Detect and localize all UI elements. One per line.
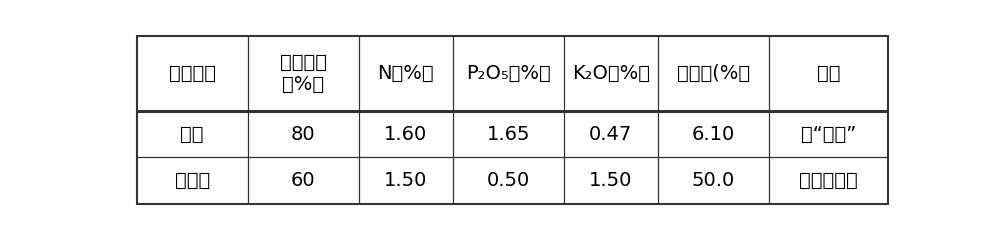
- Text: K₂O（%）: K₂O（%）: [572, 64, 650, 83]
- Text: 除“水分”: 除“水分”: [801, 125, 856, 144]
- Text: P₂O₅（%）: P₂O₅（%）: [466, 64, 551, 83]
- Text: 0.47: 0.47: [589, 125, 632, 144]
- Text: 外，其余成: 外，其余成: [799, 171, 858, 190]
- Text: 1.60: 1.60: [384, 125, 427, 144]
- Text: 0.50: 0.50: [487, 171, 530, 190]
- Text: 6.10: 6.10: [692, 125, 735, 144]
- Text: 样品成分: 样品成分: [169, 64, 216, 83]
- Text: 1.50: 1.50: [384, 171, 427, 190]
- Text: 污泥: 污泥: [180, 125, 204, 144]
- Text: 1.50: 1.50: [589, 171, 632, 190]
- Text: 鲜样水分
（%）: 鲜样水分 （%）: [280, 53, 327, 94]
- Text: N（%）: N（%）: [377, 64, 434, 83]
- Text: 酒糟渣: 酒糟渣: [175, 171, 210, 190]
- Text: 1.65: 1.65: [486, 125, 530, 144]
- Text: 80: 80: [291, 125, 316, 144]
- Text: 备注: 备注: [817, 64, 840, 83]
- Text: 60: 60: [291, 171, 316, 190]
- Text: 50.0: 50.0: [692, 171, 735, 190]
- Text: 有机质(%）: 有机质(%）: [677, 64, 750, 83]
